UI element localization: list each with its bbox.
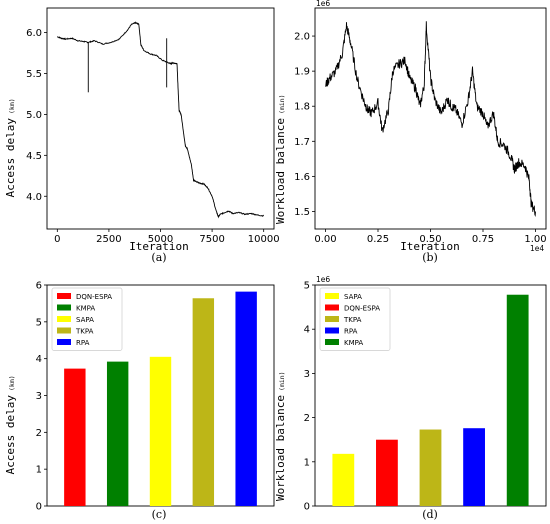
panel-c-legend-box <box>51 287 123 351</box>
panel-a-ylabel-unit: (km) <box>8 98 16 114</box>
panel-a-caption: (a) <box>151 251 166 264</box>
panel-b-ytick-label: 2.0 <box>294 32 310 43</box>
panel-a-ytick-label: 4.0 <box>26 192 42 203</box>
panel-c-bar <box>106 361 129 506</box>
panel-d: 1e6 (d) Workload balance (min) <box>274 275 547 521</box>
panel-c-bar <box>149 356 172 506</box>
panel-c-legend-swatch <box>57 327 71 334</box>
panel-d-legend-swatch <box>325 339 339 345</box>
panel-d-legend-swatch <box>325 316 339 322</box>
panel-b-series-line <box>325 21 536 217</box>
panel-c-ytick-label: 0 <box>36 502 42 513</box>
panel-d-bar <box>506 294 529 506</box>
panel-d-ytick-label: 2 <box>304 413 310 424</box>
panel-d-ytick-label: 3 <box>304 369 310 380</box>
panel-b-xtick-label: 0.50 <box>419 234 441 245</box>
panel-b-xtick-label: 1.00 <box>524 234 546 245</box>
panel-d-legend-label: TKPA <box>343 316 362 324</box>
panel-c-bar <box>192 298 215 506</box>
panel-c-bar <box>64 368 86 506</box>
panel-b: 1e6 1e4 Iteration (b) Workload balance (… <box>274 0 547 264</box>
panel-a-ylabel: Access delay <box>4 118 17 198</box>
panel-c-ylabel: Access delay <box>4 395 17 475</box>
panel-d-ylabel: Workload balance <box>274 395 287 501</box>
panel-c-caption: (c) <box>152 508 167 521</box>
panel-b-ytick-label: 1.7 <box>294 137 310 148</box>
panel-b-ylabel-unit: (min) <box>278 94 286 114</box>
panel-d-bar <box>332 453 355 506</box>
panel-d-legend-box <box>319 287 391 351</box>
panel-d-ytick-label: 4 <box>304 325 310 336</box>
panel-c-ytick-label: 3 <box>36 391 42 402</box>
panel-d-legend-swatch <box>325 293 339 299</box>
panel-a-series-line <box>57 21 265 219</box>
panel-a-xtick-label: 0 <box>54 234 60 245</box>
panel-d-legend-label: SAPA <box>344 293 362 301</box>
panel-d-ytick-label: 5 <box>304 281 310 292</box>
panel-b-xtick-label: 0.25 <box>367 234 389 245</box>
panel-d-ytick-label: 1 <box>304 457 310 468</box>
panel-d-caption: (d) <box>422 508 438 521</box>
panel-d-legend-label: RPA <box>344 328 358 336</box>
panel-b-ytick-label: 1.9 <box>294 67 310 78</box>
panel-d-legend-swatch <box>325 304 339 311</box>
panel-c-legend-label: SAPA <box>76 316 94 324</box>
panel-a-xtick-label: 5000 <box>148 234 173 245</box>
panel-d-bar <box>376 439 398 506</box>
panel-b-xtick-label: 0.75 <box>472 234 494 245</box>
panel-b-ytick-label: 1.6 <box>294 172 310 183</box>
panel-c-legend-label: KMPA <box>76 305 95 313</box>
panel-d-bar <box>419 429 442 506</box>
panel-c-legend-swatch <box>57 339 71 345</box>
panel-a-ytick-label: 6.0 <box>26 28 42 39</box>
panel-a: Iteration (a) Access delay (km) <box>4 7 275 264</box>
panel-c-legend-swatch <box>57 316 71 322</box>
panel-c-legend-label: DQN-ESPA <box>76 293 112 301</box>
panel-b-ylabel: Workload balance <box>274 118 287 224</box>
panel-b-caption: (b) <box>422 251 438 264</box>
panel-c-ytick-label: 5 <box>36 317 42 328</box>
panel-d-legend-label: KMPA <box>344 339 363 347</box>
panel-d-bar <box>463 428 485 506</box>
panel-a-xtick-label: 2500 <box>96 234 121 245</box>
panel-c-bar <box>235 291 257 506</box>
panel-d-y-exponent: 1e6 <box>316 275 330 284</box>
panel-d-ylabel-unit: (min) <box>278 371 286 391</box>
panel-b-y-exponent: 1e6 <box>316 0 330 8</box>
panel-c: (c) Access delay (km) <box>4 284 275 521</box>
panel-c-ytick-label: 4 <box>36 354 42 365</box>
panel-b-x-exponent: 1e4 <box>530 244 544 253</box>
panel-b-ytick-label: 1.8 <box>294 102 310 113</box>
panel-c-legend-swatch <box>57 293 71 299</box>
panel-a-xlabel: Iteration <box>129 240 189 253</box>
panel-b-xlabel: Iteration <box>400 240 460 253</box>
panel-c-ylabel-unit: (km) <box>8 375 16 391</box>
panel-d-legend-label: DQN-ESPA <box>344 305 380 313</box>
panel-b-ytick-label: 1.5 <box>294 207 310 218</box>
panel-c-ytick-label: 1 <box>36 465 42 476</box>
panel-a-ytick-label: 5.0 <box>26 110 42 121</box>
panel-c-legend-label: RPA <box>76 339 90 347</box>
panel-d-ytick-label: 0 <box>304 502 310 513</box>
panel-c-ytick-label: 2 <box>36 428 42 439</box>
panel-c-legend-swatch <box>57 304 71 311</box>
panel-a-xtick-label: 7500 <box>199 234 224 245</box>
panel-d-legend-swatch <box>325 327 339 334</box>
panel-a-ytick-label: 5.5 <box>26 69 42 80</box>
panel-a-xtick-label: 10000 <box>248 234 280 245</box>
panel-b-xtick-label: 0.00 <box>314 234 336 245</box>
panel-c-legend-label: TKPA <box>75 328 94 336</box>
panel-a-ytick-label: 4.5 <box>26 151 42 162</box>
panel-c-ytick-label: 6 <box>36 281 42 292</box>
